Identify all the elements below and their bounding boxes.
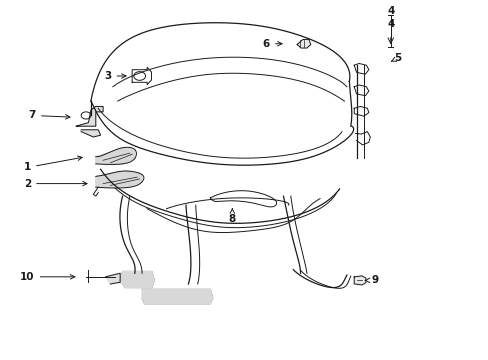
Text: 10: 10 (20, 272, 75, 282)
Polygon shape (96, 148, 135, 164)
Text: 6: 6 (262, 39, 282, 49)
Text: 5: 5 (391, 53, 401, 63)
Polygon shape (105, 273, 120, 284)
Text: 4: 4 (386, 19, 394, 29)
Text: 2: 2 (24, 179, 87, 189)
Text: 1: 1 (24, 156, 82, 172)
Polygon shape (81, 130, 101, 137)
Text: 3: 3 (104, 71, 126, 81)
Text: 7: 7 (29, 111, 70, 121)
Polygon shape (96, 171, 142, 187)
Text: 4: 4 (386, 6, 394, 17)
Polygon shape (353, 276, 365, 285)
Text: 8: 8 (228, 209, 235, 224)
Polygon shape (76, 107, 103, 126)
Polygon shape (120, 271, 154, 288)
Polygon shape (142, 289, 212, 304)
Polygon shape (297, 40, 310, 48)
Text: 9: 9 (365, 275, 378, 285)
